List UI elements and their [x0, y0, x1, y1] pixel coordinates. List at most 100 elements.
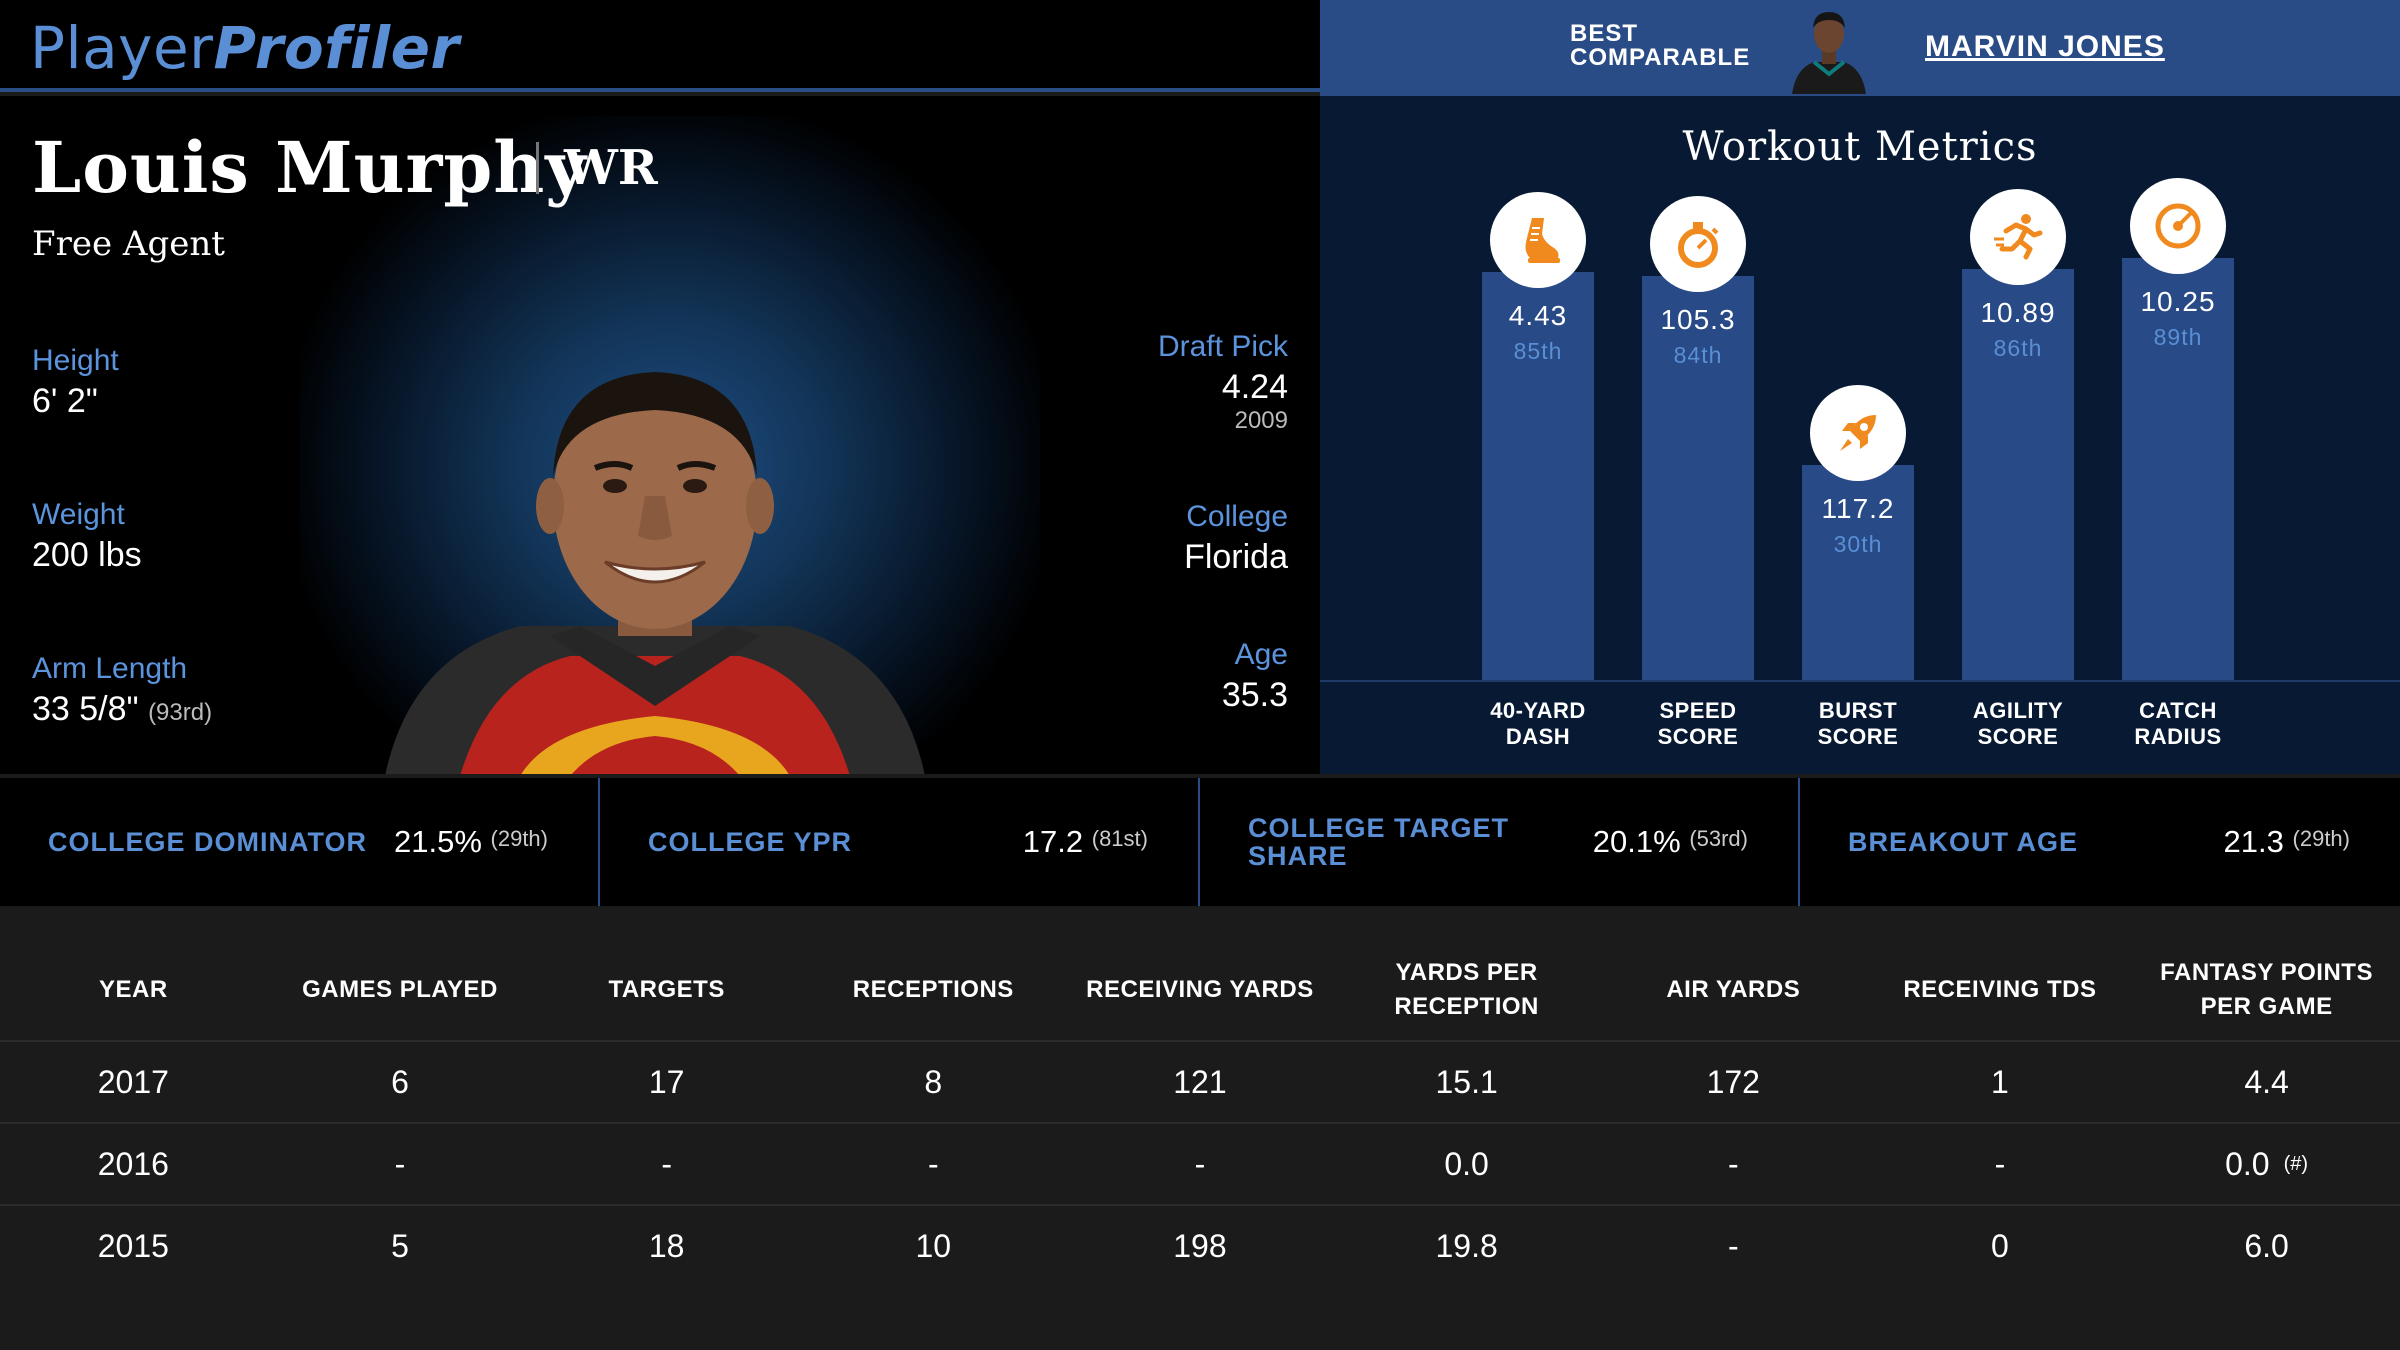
table-cell: 6 [391, 1063, 409, 1100]
table-cell: - [1727, 1227, 1739, 1264]
rocket-icon [1810, 385, 1906, 481]
stat-label: Weight [32, 498, 125, 531]
stat-value-row: 33 5/8" (93rd) [32, 690, 212, 729]
college-metric-rank: (29th) [490, 826, 548, 851]
column-header[interactable]: RECEPTIONS [852, 976, 1014, 1003]
runner-icon [1970, 189, 2066, 285]
stat-value: 4.24 [1221, 368, 1288, 406]
table-cell: 0.0 [2225, 1145, 2270, 1182]
metric-value: 117.2 [1821, 493, 1895, 524]
college-metrics-strip: COLLEGE DOMINATOR 21.5% (29th) COLLEGE Y… [0, 778, 2400, 906]
college-metric-value-row: 21.3 (29th) [2224, 824, 2350, 860]
table-cell: 6.0 [2244, 1227, 2289, 1264]
workout-metrics-panel: Workout Metrics 4.43 85th 105.3 84th 117… [1320, 96, 2400, 774]
height-stat: Height 6' 2" [32, 344, 119, 421]
metric-bar-agility-score[interactable]: 10.89 86th [1962, 269, 2074, 680]
table-cell: - [1727, 1145, 1739, 1182]
table-cell: - [927, 1145, 939, 1182]
stat-label: Height [32, 344, 119, 377]
column-header[interactable]: YEAR [98, 976, 168, 1003]
stat-label: College [1186, 500, 1288, 533]
stat-value: 33 5/8" [32, 690, 139, 728]
college-metric-label: COLLEGE DOMINATOR [48, 827, 367, 857]
table-row: 2016 - - - - 0.0 - - 0.0 (#) [0, 1122, 2400, 1204]
site-header: PlayerProfiler [0, 0, 1320, 92]
metric-value: 10.89 [1980, 297, 2056, 328]
table-cell: 1 [1991, 1063, 2009, 1100]
column-header[interactable]: GAMES PLAYED [302, 976, 498, 1003]
college-metric-rank: (53rd) [1689, 826, 1748, 851]
stat-rank: (93rd) [148, 699, 213, 726]
comparable-player-link[interactable]: MARVIN JONES [1925, 30, 2165, 63]
college-target-share-box[interactable]: COLLEGE TARGET SHARE 20.1% (53rd) [1200, 778, 1800, 906]
stat-label: Arm Length [32, 652, 188, 685]
college-metric-value-row: 21.5% (29th) [394, 824, 548, 860]
site-logo[interactable]: PlayerProfiler [30, 14, 460, 82]
age-stat: Age 35.3 [1222, 638, 1288, 715]
college-metric-value: 17.2 [1022, 824, 1084, 859]
metric-value: 4.43 [1508, 300, 1568, 331]
table-cell: 17 [648, 1063, 685, 1100]
column-header[interactable]: AIR YARDS [1666, 976, 1801, 1003]
column-header[interactable]: RECEIVING YARDS [1086, 976, 1314, 1003]
table-cell-with-note: 0.0 (#) [2133, 1124, 2400, 1204]
table-cell: 2017 [97, 1063, 169, 1100]
metric-percentile: 84th [1673, 342, 1723, 368]
table-cell: 2016 [97, 1145, 169, 1182]
college-metric-rank: (81st) [1091, 826, 1148, 851]
college-stat: College Florida [1184, 500, 1288, 577]
table-cell: 2015 [97, 1227, 169, 1264]
stat-label: Age [1234, 638, 1288, 671]
metric-label-agility-score: AGILITY SCORE [1972, 698, 2064, 749]
table-cell: 15.1 [1435, 1063, 1498, 1100]
college-metric-rank: (29th) [2292, 826, 2350, 851]
table-cell: 121 [1173, 1063, 1227, 1100]
column-header[interactable]: FANTASY POINTS PER GAME [2160, 959, 2373, 1020]
player-team: Free Agent [32, 224, 225, 264]
college-metric-label: COLLEGE YPR [648, 827, 853, 857]
college-dominator-box[interactable]: COLLEGE DOMINATOR 21.5% (29th) [0, 778, 600, 906]
table-cell: 19.8 [1435, 1227, 1498, 1264]
metric-bar-40-yard-dash[interactable]: 4.43 85th [1482, 272, 1594, 680]
metric-bar-speed-score[interactable]: 105.3 84th [1642, 276, 1754, 680]
metric-percentile: 86th [1993, 335, 2043, 361]
table-cell: 5 [391, 1227, 409, 1264]
metric-bar-catch-radius[interactable]: 10.25 89th [2122, 258, 2234, 680]
metric-percentile: 89th [2153, 324, 2203, 350]
metric-percentile: 85th [1513, 338, 1563, 364]
table-row: 2017 6 17 8 121 15.1 172 1 4.4 [0, 1040, 2400, 1122]
player-position: WR [564, 140, 658, 196]
breakout-age-box[interactable]: BREAKOUT AGE 21.3 (29th) [1800, 778, 2400, 906]
metric-bar-burst-score[interactable]: 117.2 30th [1802, 465, 1914, 680]
draft-pick-stat: Draft Pick 4.24 2009 [1158, 330, 1288, 435]
stat-value: Florida [1184, 538, 1288, 576]
player-photo [385, 372, 925, 774]
metric-label-40-yard-dash: 40-YARD DASH [1490, 698, 1586, 749]
column-header[interactable]: TARGETS [608, 976, 725, 1003]
table-cell: 198 [1173, 1227, 1227, 1264]
college-metric-value-row: 20.1% (53rd) [1593, 824, 1748, 860]
table-cell: 8 [924, 1063, 943, 1100]
column-header[interactable]: YARDS PER RECEPTION [1394, 959, 1539, 1020]
stat-label: Draft Pick [1157, 330, 1288, 363]
metric-value: 10.25 [2140, 286, 2216, 317]
college-metric-value: 21.5% [393, 824, 482, 859]
chart-baseline [1320, 680, 2400, 682]
arm-length-stat: Arm Length 33 5/8" (93rd) [32, 652, 212, 729]
table-row: 2015 5 18 10 198 19.8 - 0 6.0 [0, 1204, 2400, 1286]
college-metric-value: 20.1% [1592, 824, 1681, 859]
column-header[interactable]: RECEIVING TDS [1903, 976, 2097, 1003]
weight-stat: Weight 200 lbs [32, 498, 142, 575]
shoe-icon [1490, 192, 1586, 288]
table-cell: - [1994, 1145, 2006, 1182]
table-cell: 0.0 [1444, 1145, 1489, 1182]
metric-label-speed-score: SPEED SCORE [1657, 698, 1739, 749]
college-metric-label: BREAKOUT AGE [1848, 827, 2079, 857]
table-cell: 10 [915, 1227, 952, 1264]
target-icon [2130, 178, 2226, 274]
stat-sub: 2009 [1234, 407, 1288, 434]
college-ypr-box[interactable]: COLLEGE YPR 17.2 (81st) [600, 778, 1200, 906]
table-cell: 18 [648, 1227, 685, 1264]
footnote-mark[interactable]: (#) [2283, 1152, 2309, 1175]
metric-percentile: 30th [1833, 531, 1883, 557]
